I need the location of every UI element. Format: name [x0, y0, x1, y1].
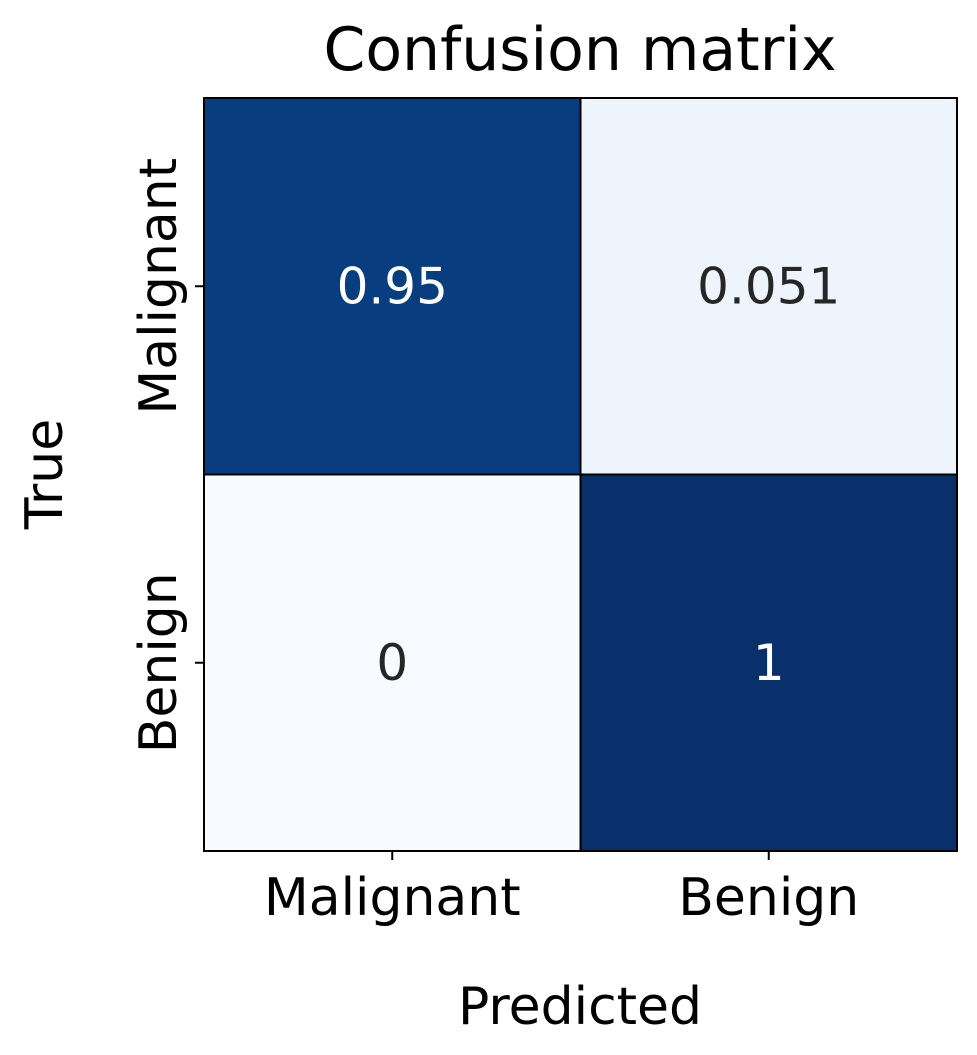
- heatmap-cell-0-1: [579, 97, 958, 476]
- heatmap-cell-1-1: [579, 473, 958, 852]
- plot-frame: [203, 97, 958, 852]
- y-axis-ticks: Malignant Benign: [129, 158, 204, 753]
- x-tick-label-0: Malignant: [264, 868, 521, 928]
- heatmap-cell-0-0: [203, 97, 582, 476]
- heatmap-cell-labels: 0.95 0.051 0 1: [337, 257, 841, 692]
- heatmap-cell-label-0-1: 0.051: [697, 257, 840, 315]
- heatmap-cells: [203, 97, 958, 852]
- y-axis-label: True: [15, 419, 75, 530]
- heatmap-cell-label-0-0: 0.95: [337, 257, 448, 315]
- x-axis-label: Predicted: [458, 977, 702, 1037]
- y-tick-label-0: Malignant: [129, 158, 189, 415]
- chart-title: Confusion matrix: [323, 15, 836, 85]
- y-tick-label-1: Benign: [129, 572, 189, 753]
- x-axis-ticks: Malignant Benign: [264, 851, 859, 928]
- heatmap-cell-label-1-0: 0: [376, 634, 408, 692]
- x-tick-label-1: Benign: [678, 868, 859, 928]
- heatmap-cell-1-0: [203, 473, 582, 852]
- heatmap-cell-label-1-1: 1: [753, 634, 785, 692]
